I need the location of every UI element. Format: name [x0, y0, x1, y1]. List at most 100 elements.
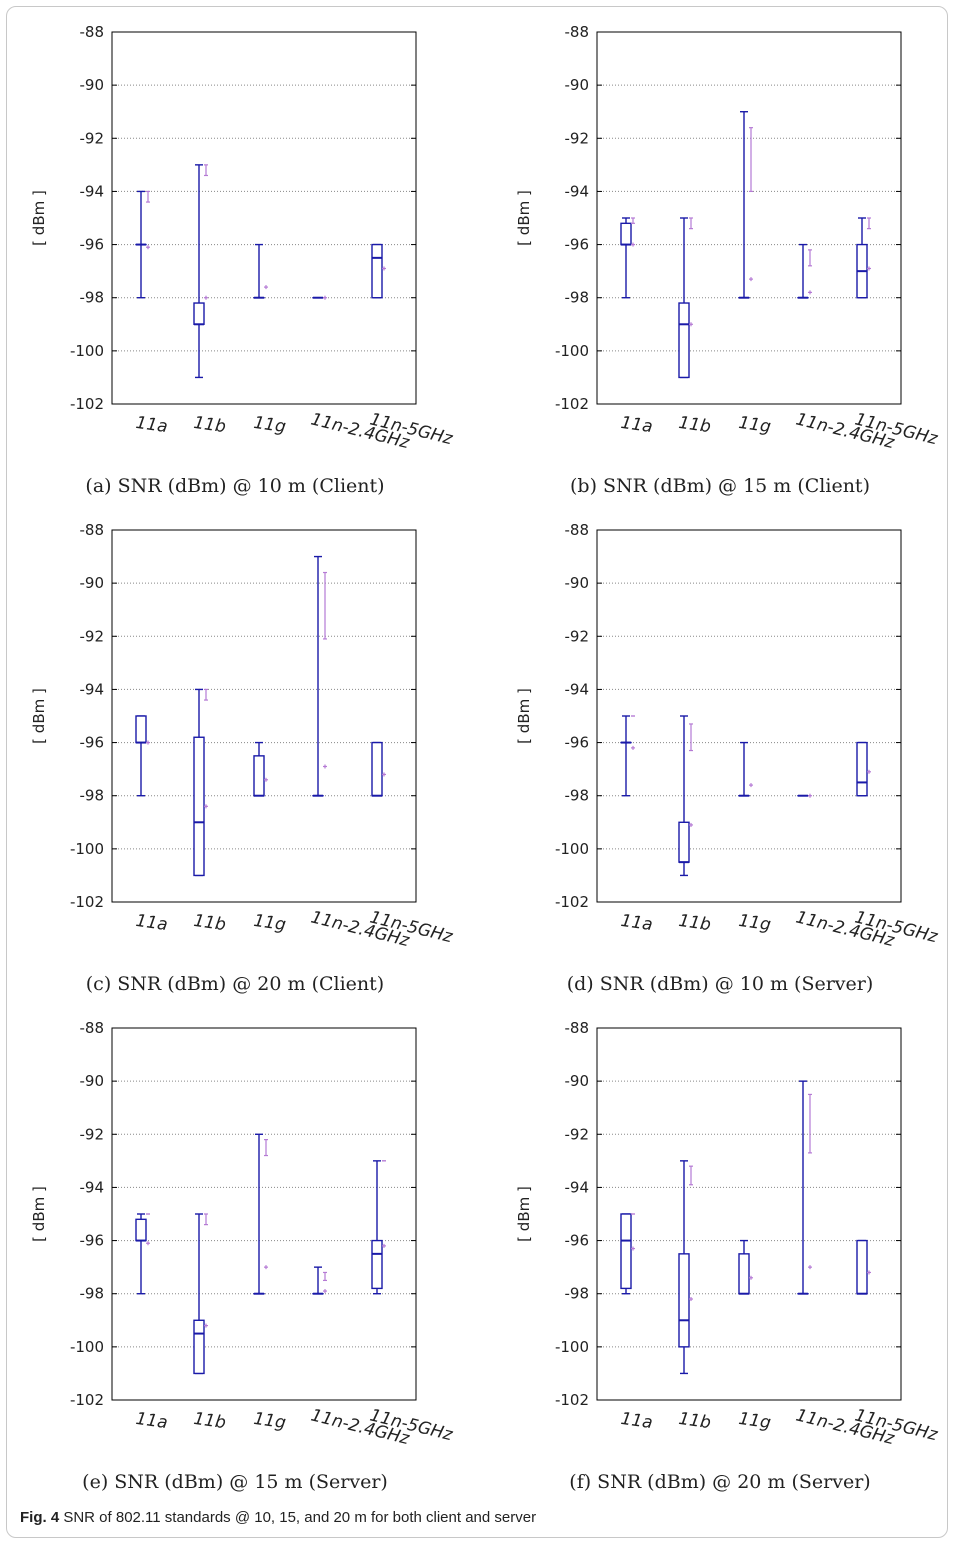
y-tick-label: -102 — [555, 893, 589, 911]
chart-caption: (d) SNR (dBm) @ 10 m (Server) — [566, 973, 874, 995]
box — [678, 1253, 690, 1348]
y-tick-label: -98 — [565, 787, 590, 805]
box — [678, 302, 690, 379]
figure-frame — [6, 6, 948, 1538]
box — [193, 1319, 205, 1375]
y-axis-label: [ dBm ] — [30, 190, 48, 246]
y-tick-label: -92 — [80, 627, 105, 645]
y-tick-label: -88 — [565, 23, 590, 41]
category-label: 11g — [252, 1409, 287, 1433]
y-tick-label: -88 — [565, 521, 590, 539]
figure-caption: Fig. 4 SNR of 802.11 standards @ 10, 15,… — [20, 1509, 536, 1526]
y-tick-label: -98 — [80, 787, 105, 805]
plot-frame — [596, 31, 902, 405]
y-tick-label: -98 — [565, 1285, 590, 1303]
y-tick-label: -88 — [80, 1019, 105, 1037]
y-tick-label: -90 — [80, 76, 105, 94]
category-label: 11b — [677, 1409, 712, 1433]
y-tick-label: -100 — [70, 840, 104, 858]
plot-frame — [111, 31, 417, 405]
chart-svg: -88 -90 -92 -94 -96 -98 -100 -102 [ dBm ] 11a 11b 1… — [515, 1019, 940, 1449]
category-label: 11a — [134, 911, 169, 935]
y-tick-label: -98 — [565, 289, 590, 307]
y-tick-label: -102 — [555, 395, 589, 413]
y-tick-label: -92 — [80, 129, 105, 147]
chart-svg: -88 -90 -92 -94 -96 -98 -100 -102 [ dBm ] 11a 11b 1… — [515, 521, 940, 951]
box — [371, 243, 383, 299]
y-tick-label: -96 — [565, 1232, 590, 1250]
box — [856, 1239, 868, 1295]
chart-caption: (c) SNR (dBm) @ 20 m (Client) — [85, 973, 385, 995]
plot-frame — [596, 529, 902, 903]
y-tick-label: -94 — [80, 1178, 105, 1196]
category-label: 11b — [192, 911, 227, 935]
y-tick-label: -102 — [70, 893, 104, 911]
box — [738, 1253, 750, 1295]
plot-frame — [596, 1027, 902, 1401]
box — [620, 1213, 632, 1290]
y-tick-label: -96 — [80, 734, 105, 752]
y-tick-label: -92 — [565, 627, 590, 645]
category-label: 11g — [737, 413, 772, 437]
chart-panel-f: -88 -90 -92 -94 -96 -98 -100 -102 [ dBm ] 11a 11b 1… — [485, 996, 955, 1496]
y-tick-label: -94 — [80, 680, 105, 698]
y-tick-label: -100 — [70, 1338, 104, 1356]
category-label: 11a — [619, 1409, 654, 1433]
box — [620, 222, 632, 246]
chart-svg: -88 -90 -92 -94 -96 -98 -100 -102 [ dBm ] 11a 11b 1… — [30, 1019, 455, 1449]
y-tick-label: -90 — [565, 1072, 590, 1090]
category-label: 11g — [737, 1409, 772, 1433]
category-label: 11b — [192, 413, 227, 437]
y-tick-label: -90 — [565, 76, 590, 94]
category-label: 11b — [677, 413, 712, 437]
y-tick-label: -94 — [80, 182, 105, 200]
y-axis-label: [ dBm ] — [515, 688, 533, 744]
y-tick-label: -88 — [80, 521, 105, 539]
category-label: 11a — [619, 911, 654, 935]
category-label: 11a — [134, 413, 169, 437]
y-tick-label: -98 — [80, 289, 105, 307]
box — [135, 715, 147, 744]
y-tick-label: -92 — [565, 1125, 590, 1143]
figure-label: Fig. 4 — [20, 1509, 60, 1526]
chart-caption: (f) SNR (dBm) @ 20 m (Server) — [569, 1471, 871, 1493]
y-tick-label: -90 — [80, 574, 105, 592]
category-label: 11b — [192, 1409, 227, 1433]
y-tick-label: -88 — [80, 23, 105, 41]
y-tick-label: -102 — [555, 1391, 589, 1409]
box — [135, 1218, 147, 1242]
y-tick-label: -100 — [555, 342, 589, 360]
y-tick-label: -102 — [70, 395, 104, 413]
y-tick-label: -96 — [565, 236, 590, 254]
y-tick-label: -88 — [565, 1019, 590, 1037]
y-axis-label: [ dBm ] — [30, 688, 48, 744]
chart-svg: -88 -90 -92 -94 -96 -98 -100 -102 [ dBm ] 11a 11b 1… — [515, 23, 940, 453]
y-tick-label: -94 — [565, 1178, 590, 1196]
y-axis-label: [ dBm ] — [515, 1186, 533, 1242]
box — [371, 741, 383, 797]
y-tick-label: -96 — [565, 734, 590, 752]
chart-caption: (b) SNR (dBm) @ 15 m (Client) — [570, 475, 870, 497]
category-label: 11g — [737, 911, 772, 935]
y-tick-label: -96 — [80, 236, 105, 254]
category-label: 11a — [619, 413, 654, 437]
y-tick-label: -90 — [565, 574, 590, 592]
y-tick-label: -96 — [80, 1232, 105, 1250]
chart-panel-a: -88 -90 -92 -94 -96 -98 -100 -102 [ dBm ] 11a 11b 1… — [0, 0, 470, 500]
category-label: 11b — [677, 911, 712, 935]
figure-caption-text: SNR of 802.11 standards @ 10, 15, and 20… — [63, 1509, 537, 1526]
box — [371, 1239, 383, 1290]
chart-caption: (a) SNR (dBm) @ 10 m (Client) — [85, 475, 385, 497]
box — [193, 302, 205, 325]
chart-panel-e: -88 -90 -92 -94 -96 -98 -100 -102 [ dBm ] 11a 11b 1… — [0, 996, 470, 1496]
category-label: 11g — [252, 413, 287, 437]
box — [253, 755, 265, 797]
chart-caption: (e) SNR (dBm) @ 15 m (Server) — [82, 1471, 388, 1493]
box — [856, 741, 868, 797]
y-tick-label: -90 — [80, 1072, 105, 1090]
chart-panel-d: -88 -90 -92 -94 -96 -98 -100 -102 [ dBm ] 11a 11b 1… — [485, 498, 955, 998]
y-tick-label: -94 — [565, 182, 590, 200]
chart-panel-b: -88 -90 -92 -94 -96 -98 -100 -102 [ dBm ] 11a 11b 1… — [485, 0, 955, 500]
box — [678, 821, 690, 863]
y-tick-label: -94 — [565, 680, 590, 698]
